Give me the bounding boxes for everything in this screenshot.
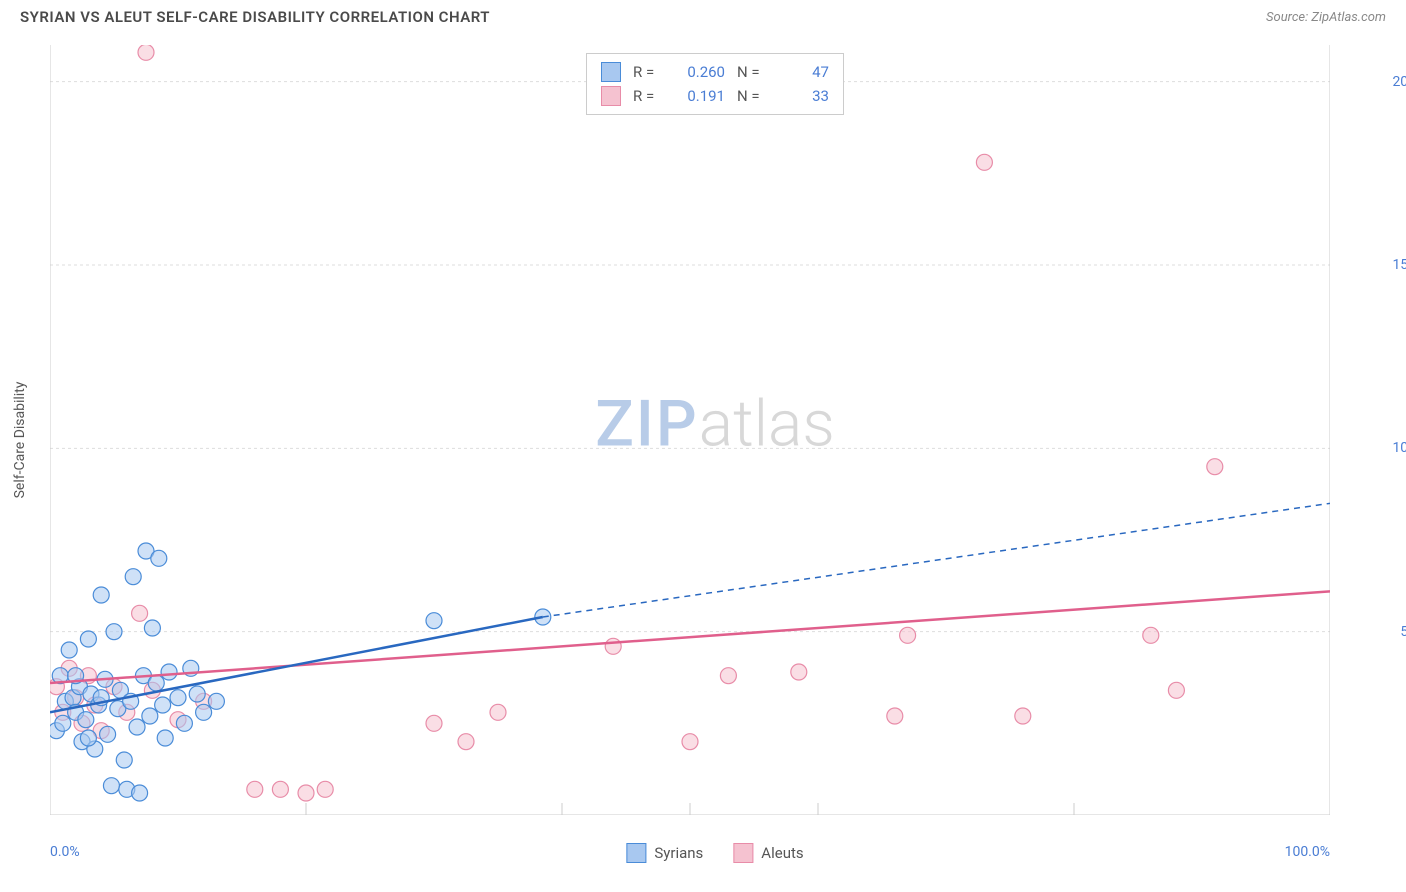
scatter-point [900, 627, 916, 643]
legend-series-item: Aleuts [733, 843, 803, 863]
scatter-point [247, 781, 263, 797]
legend-swatch-icon [733, 843, 753, 863]
chart-title: SYRIAN VS ALEUT SELF-CARE DISABILITY COR… [20, 8, 490, 26]
scatter-point [170, 690, 186, 706]
trend-line [50, 591, 1330, 683]
scatter-point [1168, 682, 1184, 698]
scatter-point [426, 715, 442, 731]
scatter-point [132, 785, 148, 801]
scatter-point [78, 712, 94, 728]
scatter-point [157, 730, 173, 746]
scatter-point [103, 778, 119, 794]
scatter-point [490, 704, 506, 720]
scatter-point [682, 734, 698, 750]
scatter-point [100, 726, 116, 742]
legend-swatch-icon [601, 86, 621, 106]
scatter-point [976, 154, 992, 170]
scatter-point [148, 675, 164, 691]
ytick-label: 20.0% [1392, 74, 1406, 90]
scatter-point [791, 664, 807, 680]
scatter-point [106, 624, 122, 640]
legend-stat-row: R =0.191 N =33 [601, 84, 829, 108]
y-axis-label: Self-Care Disability [12, 382, 28, 499]
scatter-point [426, 613, 442, 629]
legend-series-item: Syrians [626, 843, 703, 863]
scatter-point [189, 686, 205, 702]
scatter-point [196, 704, 212, 720]
legend-swatch-icon [626, 843, 646, 863]
scatter-point [93, 587, 109, 603]
scatter-point [176, 715, 192, 731]
scatter-point [55, 715, 71, 731]
scatter-plot [50, 45, 1330, 815]
legend-series: Syrians Aleuts [626, 843, 803, 863]
legend-stats: R =0.260 N =47 R =0.191 N =33 [586, 53, 844, 115]
scatter-point [208, 693, 224, 709]
scatter-point [1207, 459, 1223, 475]
scatter-point [80, 631, 96, 647]
ytick-label: 15.0% [1392, 257, 1406, 273]
scatter-point [142, 708, 158, 724]
xtick-label: 0.0% [50, 844, 80, 860]
scatter-point [458, 734, 474, 750]
legend-swatch-icon [601, 62, 621, 82]
scatter-point [605, 638, 621, 654]
scatter-point [1143, 627, 1159, 643]
scatter-point [129, 719, 145, 735]
scatter-point [317, 781, 333, 797]
scatter-point [155, 697, 171, 713]
scatter-point [1015, 708, 1031, 724]
scatter-point [138, 45, 154, 60]
ytick-label: 10.0% [1392, 440, 1406, 456]
legend-stat-row: R =0.260 N =47 [601, 60, 829, 84]
scatter-point [720, 668, 736, 684]
scatter-point [161, 664, 177, 680]
scatter-point [151, 550, 167, 566]
chart-container: Self-Care Disability ZIPatlas R =0.260 N… [50, 45, 1380, 835]
scatter-point [144, 620, 160, 636]
scatter-point [887, 708, 903, 724]
scatter-point [132, 605, 148, 621]
scatter-point [80, 730, 96, 746]
ytick-label: 5.0% [1400, 624, 1406, 640]
scatter-point [272, 781, 288, 797]
scatter-point [116, 752, 132, 768]
scatter-point [125, 569, 141, 585]
source-label: Source: ZipAtlas.com [1266, 10, 1386, 25]
scatter-point [61, 642, 77, 658]
scatter-point [298, 785, 314, 801]
xtick-label: 100.0% [1285, 844, 1330, 860]
